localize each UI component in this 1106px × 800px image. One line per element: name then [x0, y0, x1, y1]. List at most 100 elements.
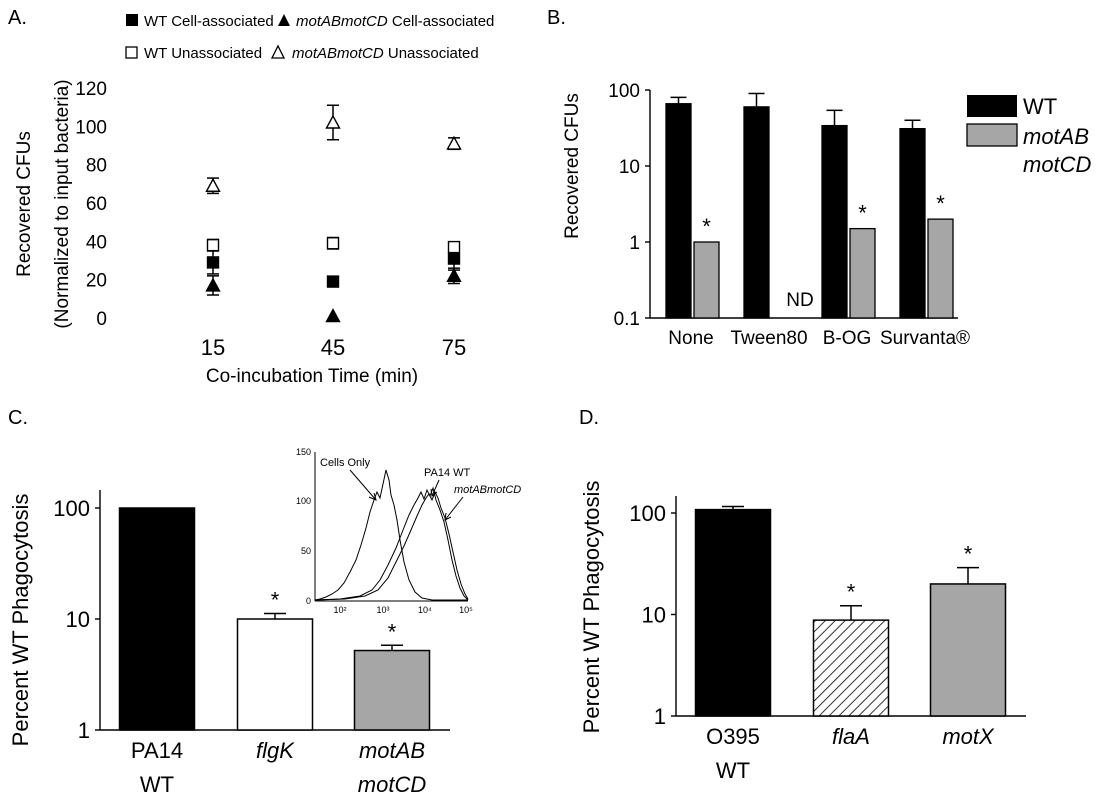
panel-b-bars: * * * — [665, 92, 954, 319]
data-point-triangle — [325, 308, 341, 323]
panel-a-y-axis-title: Recovered CFUs — [14, 131, 35, 277]
inset-x-tick-label: 10⁵ — [459, 605, 473, 615]
panel-a-y-ticks: 0 20 40 60 80 100 120 — [75, 79, 107, 330]
category-label-line2: WT — [716, 758, 750, 783]
data-point-square — [447, 252, 461, 265]
panel-b-y-axis-title: Recovered CFUs — [562, 93, 583, 239]
category-label-line1: O395 — [706, 724, 760, 749]
x-tick-label: 15 — [201, 335, 225, 360]
panel-a-x-ticks: 15 45 75 — [201, 335, 466, 360]
panel-d-y-axis-title: Percent WT Phagocytosis — [579, 481, 604, 734]
y-tick-label: 100 — [608, 81, 640, 102]
legend-open-triangle-marker — [270, 44, 286, 59]
panel-a: A. WT Cell-associated motABmotCD Cell-as… — [8, 7, 494, 387]
category-label-line1: motX — [942, 724, 995, 749]
y-tick-label: 60 — [86, 194, 107, 215]
category-label-line1: PA14 — [131, 738, 183, 763]
category-label: Survanta® — [880, 328, 970, 349]
bar — [236, 618, 314, 731]
panel-d-y-ticks: 1 10 100 — [629, 501, 676, 729]
panel-b-nd-label: ND — [786, 290, 813, 311]
inset-x-tick-label: 10⁴ — [418, 605, 432, 615]
panel-d-label: D. — [579, 407, 599, 429]
bar — [929, 583, 1007, 717]
legend-mot-label-line2: motCD — [1023, 152, 1092, 177]
panel-a-y-axis-subtitle: (Normalized to input bacteria) — [52, 79, 73, 328]
data-point-square — [326, 275, 340, 288]
inset-motabmotcd-trace — [314, 490, 469, 601]
y-tick-label: 40 — [86, 232, 107, 253]
bar-motabmotcd — [693, 241, 720, 319]
panel-c-category-labels: PA14 WT flgK motAB motCD — [131, 738, 426, 797]
category-label-line1: flaA — [832, 724, 870, 749]
panel-a-points — [205, 104, 462, 323]
inset-arrow-pa14-wt — [431, 479, 440, 497]
legend-entry-mot-unassociated: motABmotCD Unassociated — [292, 45, 479, 62]
y-tick-label: 20 — [86, 271, 107, 292]
legend-entry-wt-unassociated: WT Unassociated — [144, 45, 262, 62]
inset-arrow-motabmotcd — [444, 496, 464, 521]
inset-cells-only-trace — [314, 469, 468, 601]
bar-motabmotcd — [927, 218, 954, 319]
inset-arrowhead-pa14-wt — [430, 488, 438, 497]
y-tick-label: 100 — [629, 501, 666, 526]
data-point-triangle — [446, 267, 462, 283]
significance-star: * — [964, 542, 973, 567]
panel-c-y-ticks: 1 10 100 — [53, 496, 100, 743]
inset-arrow-cells-only — [349, 469, 377, 501]
x-tick-label: 45 — [321, 335, 345, 360]
significance-star: * — [936, 191, 945, 216]
category-label-line1: motAB — [359, 738, 425, 763]
bar — [118, 507, 196, 731]
significance-star: * — [271, 588, 280, 613]
inset-y-tick-label: 50 — [301, 546, 311, 556]
data-point-square — [326, 237, 340, 250]
panel-d-bars: ** — [694, 505, 1007, 717]
panel-c-inset-histogram: 0 50 100 150 10² 10³ 10⁴ 10⁵ Cells Only PA14 WT… — [296, 447, 521, 615]
bar — [812, 619, 890, 717]
significance-star: * — [388, 619, 397, 644]
y-tick-label: 120 — [75, 79, 107, 100]
y-tick-label: 1 — [78, 718, 90, 743]
bar-wt — [821, 124, 848, 319]
legend-mot-label-line1: motAB — [1023, 124, 1089, 149]
panel-c-label: C. — [8, 407, 28, 429]
panel-d-category-labels: O395 WT flaA motX — [706, 724, 995, 783]
inset-ticks: 0 50 100 150 10² 10³ 10⁴ 10⁵ — [296, 447, 473, 615]
inset-y-tick-label: 150 — [296, 447, 311, 457]
inset-label-motabmotcd: motABmotCD — [454, 484, 521, 496]
category-label: None — [668, 328, 713, 349]
category-label-line2: motCD — [358, 772, 427, 797]
panel-c-bars: ** — [118, 507, 431, 731]
inset-y-tick-label: 0 — [306, 596, 311, 606]
category-label: Tween80 — [730, 328, 807, 349]
y-tick-label: 1 — [654, 704, 666, 729]
data-point-square — [206, 256, 220, 269]
significance-star: * — [702, 214, 711, 239]
legend-open-square-marker — [125, 46, 138, 59]
inset-label-cells-only: Cells Only — [320, 457, 371, 469]
panel-b: B. Recovered CFUs 0.1 1 10 100 * * * None Twee… — [547, 7, 1092, 349]
data-point-triangle — [325, 114, 341, 129]
y-tick-label: 10 — [619, 157, 640, 178]
y-tick-label: 1 — [629, 233, 640, 254]
data-point-triangle — [205, 277, 221, 292]
legend-entry-wt-cell-associated: WT Cell-associated — [144, 13, 274, 30]
panel-c-y-axis-title: Percent WT Phagocytosis — [8, 494, 33, 747]
y-tick-label: 10 — [66, 607, 90, 632]
data-point-triangle — [205, 177, 221, 192]
y-tick-label: 100 — [53, 496, 90, 521]
data-point-triangle — [446, 135, 462, 150]
y-tick-label: 100 — [75, 117, 107, 138]
panel-b-legend: WT motAB motCD — [966, 94, 1092, 177]
x-tick-label: 75 — [442, 335, 466, 360]
bar-wt — [665, 103, 692, 319]
legend-filled-square-marker — [126, 14, 138, 26]
panel-a-x-axis-title: Co-incubation Time (min) — [206, 366, 418, 387]
bar-wt — [899, 128, 926, 319]
inset-arrowhead-cells-only — [368, 492, 377, 501]
data-point-square — [447, 240, 461, 254]
